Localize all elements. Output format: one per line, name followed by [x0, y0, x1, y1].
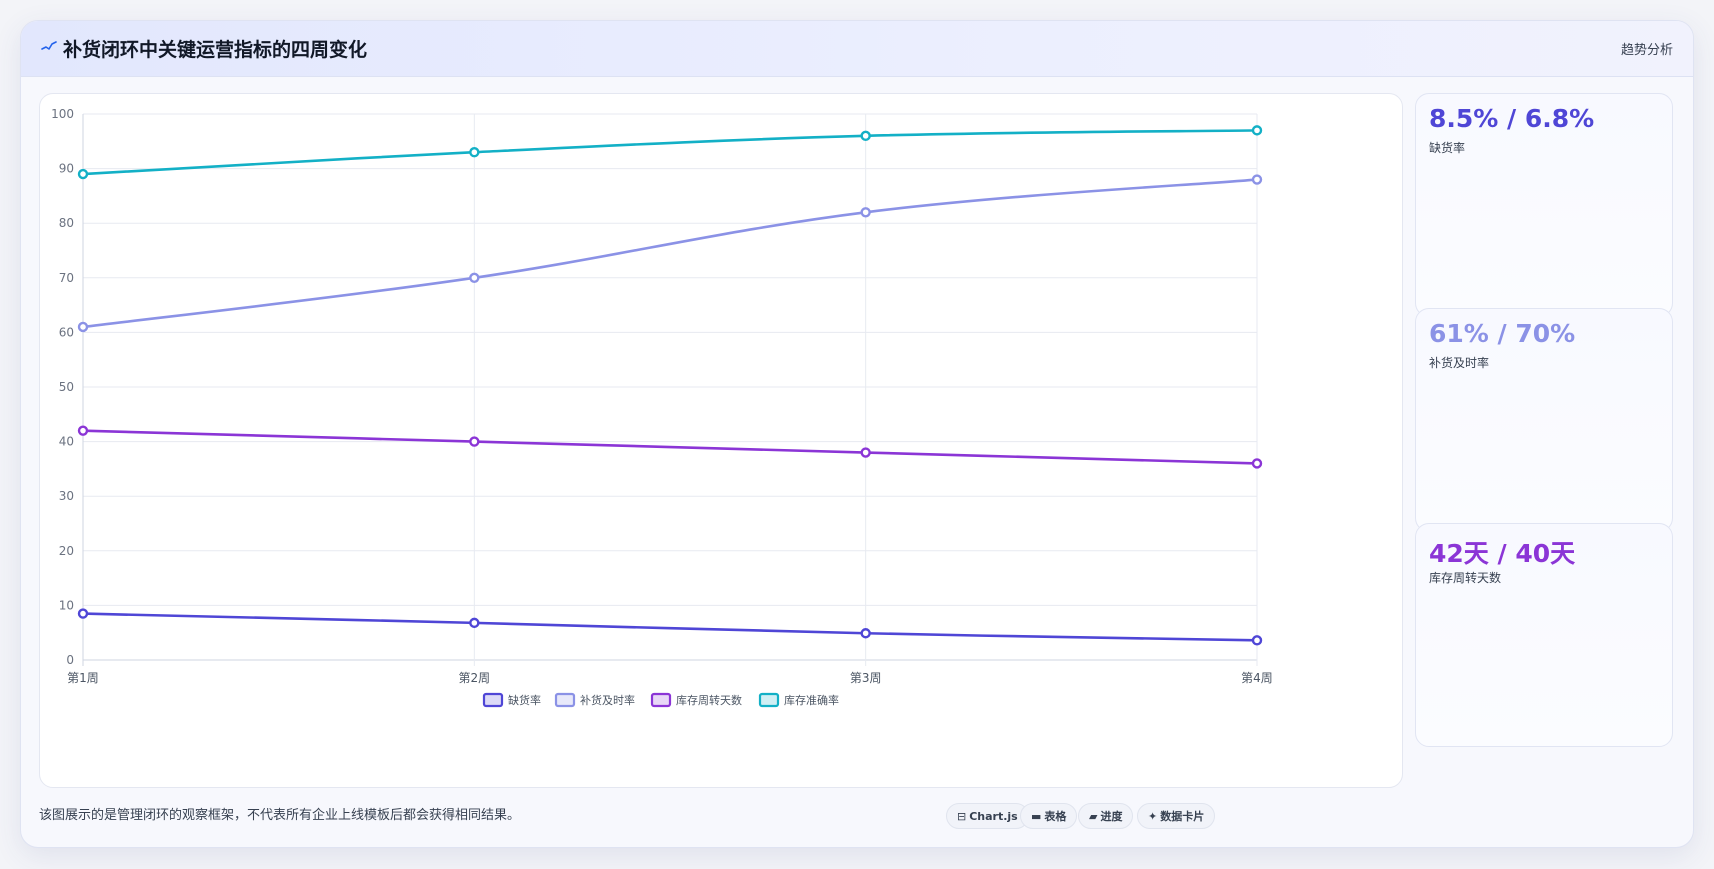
pulse-line-icon [41, 41, 57, 50]
chip-label: Chart.js [969, 810, 1018, 823]
data-point [1251, 174, 1263, 185]
sparkle-icon: ✦ [1148, 810, 1158, 823]
y-tick-label: 30 [59, 489, 74, 503]
legend-swatch [482, 692, 504, 708]
series-line-3 [82, 129, 1258, 176]
data-point [860, 207, 871, 218]
series-line-0 [82, 612, 1258, 642]
data-point [860, 447, 871, 458]
data-point [469, 147, 480, 158]
legend-swatch [554, 692, 576, 708]
stat-value: 61% / 70% [1429, 319, 1576, 348]
chip-chartjs[interactable]: ⊟ Chart.js [946, 803, 1029, 829]
line-chart-panel: 0 10 20 30 40 50 60 70 80 90 100 第1周 第2周 第3周 第4周缺货率 补货及… [39, 93, 1403, 788]
chip-label: 进度 [1100, 810, 1123, 823]
data-point [1251, 635, 1263, 646]
legend-label: 库存准确率 [784, 693, 839, 707]
data-point [77, 168, 89, 180]
x-tick-label: 第4周 [1241, 671, 1273, 685]
y-tick-label: 40 [59, 435, 74, 449]
data-point [1251, 125, 1263, 136]
chip-label: 数据卡片 [1160, 810, 1205, 823]
y-tick-label: 80 [59, 216, 74, 230]
chip-table[interactable]: ▬ 表格 [1020, 803, 1078, 829]
stat-value: 42天 / 40天 [1429, 539, 1576, 568]
stat-card-replenish-timeliness: 61% / 70% 补货及时率 [1415, 308, 1673, 532]
legend-label: 缺货率 [508, 693, 541, 707]
data-point [860, 130, 871, 142]
stat-label: 库存周转天数 [1429, 571, 1502, 585]
x-tick-label: 第2周 [459, 671, 491, 685]
stat-value: 8.5% / 6.8% [1429, 104, 1595, 133]
chip-progress[interactable]: ▰ 进度 [1078, 803, 1134, 829]
chip-data-card[interactable]: ✦ 数据卡片 [1137, 803, 1216, 829]
y-tick-label: 60 [59, 325, 74, 339]
footnote: 该图展示的是管理闭环的观察框架，不代表所有企业上线模板后都会获得相同结果。 [39, 808, 521, 823]
chart-icon: ⊟ [957, 810, 967, 823]
y-tick-label: 0 [66, 653, 74, 667]
x-tick-label: 第1周 [67, 671, 99, 685]
card-header: 补货闭环中关键运营指标的四周变化 趋势分析 [21, 21, 1693, 77]
table-icon: ▬ [1031, 810, 1042, 823]
stat-label: 缺货率 [1429, 141, 1466, 155]
series-line-2 [82, 429, 1258, 465]
y-tick-label: 20 [59, 544, 74, 558]
data-point [77, 608, 89, 619]
y-tick-label: 10 [59, 598, 74, 612]
y-tick-label: 50 [59, 380, 74, 394]
stat-card-stockout-rate: 8.5% / 6.8% 缺货率 [1415, 93, 1673, 317]
data-point [469, 272, 480, 284]
data-point [469, 436, 480, 447]
y-tick-label: 90 [59, 162, 74, 176]
data-point [860, 628, 871, 639]
legend-swatch [758, 692, 780, 708]
x-tick-label: 第3周 [850, 671, 882, 685]
legend-label: 库存周转天数 [676, 693, 742, 707]
y-tick-label: 70 [59, 271, 74, 285]
stat-card-turnover-days: 42天 / 40天 库存周转天数 [1415, 523, 1673, 747]
page-title: 补货闭环中关键运营指标的四周变化 [63, 39, 368, 61]
data-point [77, 425, 89, 436]
dashboard-card: 补货闭环中关键运营指标的四周变化 趋势分析 0 10 20 30 40 50 60 70 80 9… [20, 20, 1694, 848]
data-point [77, 321, 89, 333]
legend-swatch [650, 692, 672, 708]
data-point [1251, 458, 1263, 469]
chip-label: 表格 [1044, 810, 1067, 823]
stat-label: 补货及时率 [1429, 356, 1490, 370]
trend-analysis-label: 趋势分析 [1620, 43, 1673, 58]
series-line-1 [82, 178, 1258, 329]
legend-label: 补货及时率 [580, 693, 635, 707]
progress-icon: ▰ [1089, 810, 1098, 823]
y-tick-label: 100 [51, 107, 74, 121]
data-point [469, 617, 480, 629]
